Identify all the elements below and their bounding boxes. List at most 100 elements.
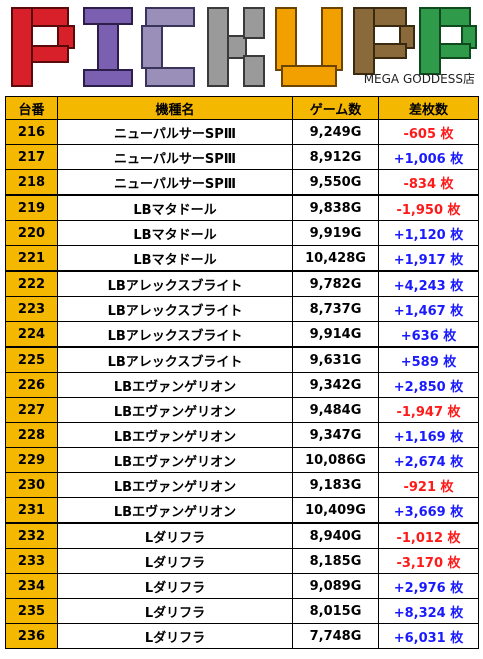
- machine-no-cell: 220: [5, 220, 58, 246]
- header-games: ゲーム数: [292, 96, 379, 120]
- games-cell: 9,914G: [292, 321, 379, 348]
- games-cell: 8,185G: [292, 548, 379, 574]
- table-row: 233 Lダリフラ 8,185G -3,170 枚: [5, 548, 479, 574]
- machine-no-cell: 234: [5, 573, 58, 599]
- table-row: 222 LBアレックスブライト 9,782G +4,243 枚: [5, 270, 479, 297]
- model-name-cell: LBエヴァンゲリオン: [57, 397, 293, 423]
- model-name-cell: Lダリフラ: [57, 598, 293, 624]
- machine-no-cell: 235: [5, 598, 58, 624]
- machine-no-cell: 233: [5, 548, 58, 574]
- header-model-name: 機種名: [57, 96, 293, 120]
- diff-cell: +1,006 枚: [378, 144, 479, 170]
- machine-no-cell: 227: [5, 397, 58, 423]
- machine-no-cell: 225: [5, 346, 58, 373]
- diff-cell: +589 枚: [378, 346, 479, 373]
- model-name-cell: Lダリフラ: [57, 522, 293, 549]
- machine-no-cell: 221: [5, 245, 58, 272]
- machine-no-cell: 230: [5, 472, 58, 498]
- diff-cell: +2,850 枚: [378, 372, 479, 398]
- table-row: 227 LBエヴァンゲリオン 9,484G -1,947 枚: [5, 397, 479, 423]
- model-name-cell: LBアレックスブライト: [57, 321, 293, 348]
- table-row: 220 LBマタドール 9,919G +1,120 枚: [5, 220, 479, 246]
- diff-cell: -921 枚: [378, 472, 479, 498]
- machine-no-cell: 236: [5, 623, 58, 649]
- model-name-cell: LBエヴァンゲリオン: [57, 472, 293, 498]
- model-name-cell: LBアレックスブライト: [57, 270, 293, 297]
- diff-cell: -1,012 枚: [378, 522, 479, 549]
- model-name-cell: LBマタドール: [57, 245, 293, 272]
- model-name-cell: LBアレックスブライト: [57, 296, 293, 322]
- table-row: 224 LBアレックスブライト 9,914G +636 枚: [5, 321, 479, 348]
- games-cell: 9,631G: [292, 346, 379, 373]
- logo-letter-c: [141, 7, 195, 87]
- machine-no-cell: 232: [5, 522, 58, 549]
- games-cell: 9,342G: [292, 372, 379, 398]
- pickup-logo: [11, 7, 477, 87]
- table-row: 218 ニューパルサーSPⅢ 9,550G -834 枚: [5, 169, 479, 196]
- diff-cell: +2,674 枚: [378, 447, 479, 473]
- games-cell: 9,183G: [292, 472, 379, 498]
- diff-cell: +1,917 枚: [378, 245, 479, 272]
- games-cell: 8,737G: [292, 296, 379, 322]
- logo-letter-u: [275, 7, 343, 87]
- model-name-cell: LBエヴァンゲリオン: [57, 372, 293, 398]
- model-name-cell: Lダリフラ: [57, 573, 293, 599]
- diff-cell: -1,947 枚: [378, 397, 479, 423]
- diff-cell: -1,950 枚: [378, 194, 479, 221]
- logo-letter-p2: [353, 7, 415, 75]
- table-row: 223 LBアレックスブライト 8,737G +1,467 枚: [5, 296, 479, 322]
- machine-no-cell: 219: [5, 194, 58, 221]
- diff-cell: +1,169 枚: [378, 422, 479, 448]
- machine-no-cell: 224: [5, 321, 58, 348]
- model-name-cell: ニューパルサーSPⅢ: [57, 119, 293, 145]
- games-cell: 9,089G: [292, 573, 379, 599]
- games-cell: 9,782G: [292, 270, 379, 297]
- games-cell: 7,748G: [292, 623, 379, 649]
- model-name-cell: LBエヴァンゲリオン: [57, 422, 293, 448]
- table-row: 236 Lダリフラ 7,748G +6,031 枚: [5, 623, 479, 649]
- games-cell: 8,912G: [292, 144, 379, 170]
- games-cell: 10,086G: [292, 447, 379, 473]
- machine-no-cell: 228: [5, 422, 58, 448]
- games-cell: 8,940G: [292, 522, 379, 549]
- games-cell: 10,428G: [292, 245, 379, 272]
- games-cell: 8,015G: [292, 598, 379, 624]
- table-row: 219 LBマタドール 9,838G -1,950 枚: [5, 194, 479, 221]
- machine-no-cell: 226: [5, 372, 58, 398]
- store-name: MEGA GODDESS店: [363, 72, 475, 86]
- table-row: 230 LBエヴァンゲリオン 9,183G -921 枚: [5, 472, 479, 498]
- model-name-cell: Lダリフラ: [57, 623, 293, 649]
- table-row: 229 LBエヴァンゲリオン 10,086G +2,674 枚: [5, 447, 479, 473]
- table-row: 232 Lダリフラ 8,940G -1,012 枚: [5, 522, 479, 549]
- model-name-cell: LBマタドール: [57, 194, 293, 221]
- table-header-row: 台番 機種名 ゲーム数 差枚数: [5, 96, 479, 120]
- games-cell: 9,484G: [292, 397, 379, 423]
- model-name-cell: LBエヴァンゲリオン: [57, 447, 293, 473]
- machine-no-cell: 216: [5, 119, 58, 145]
- diff-cell: +6,031 枚: [378, 623, 479, 649]
- table-row: 235 Lダリフラ 8,015G +8,324 枚: [5, 598, 479, 624]
- diff-cell: +1,120 枚: [378, 220, 479, 246]
- diff-cell: +8,324 枚: [378, 598, 479, 624]
- machine-no-cell: 217: [5, 144, 58, 170]
- diff-cell: -605 枚: [378, 119, 479, 145]
- pickup-banner: MEGA GODDESS店: [0, 0, 483, 96]
- diff-cell: +4,243 枚: [378, 270, 479, 297]
- logo-letter-k: [207, 7, 265, 87]
- header-diff: 差枚数: [378, 96, 479, 120]
- model-name-cell: Lダリフラ: [57, 548, 293, 574]
- table-row: 216 ニューパルサーSPⅢ 9,249G -605 枚: [5, 119, 479, 145]
- table-row: 217 ニューパルサーSPⅢ 8,912G +1,006 枚: [5, 144, 479, 170]
- machine-no-cell: 231: [5, 497, 58, 524]
- logo-letter-i: [83, 7, 133, 87]
- diff-cell: -3,170 枚: [378, 548, 479, 574]
- table-row: 226 LBエヴァンゲリオン 9,342G +2,850 枚: [5, 372, 479, 398]
- table-row: 221 LBマタドール 10,428G +1,917 枚: [5, 245, 479, 272]
- games-cell: 9,838G: [292, 194, 379, 221]
- games-cell: 10,409G: [292, 497, 379, 524]
- machine-table: 台番 機種名 ゲーム数 差枚数 216 ニューパルサーSPⅢ 9,249G -605 …: [5, 96, 479, 649]
- table-row: 234 Lダリフラ 9,089G +2,976 枚: [5, 573, 479, 599]
- machine-no-cell: 218: [5, 169, 58, 196]
- model-name-cell: ニューパルサーSPⅢ: [57, 169, 293, 196]
- games-cell: 9,550G: [292, 169, 379, 196]
